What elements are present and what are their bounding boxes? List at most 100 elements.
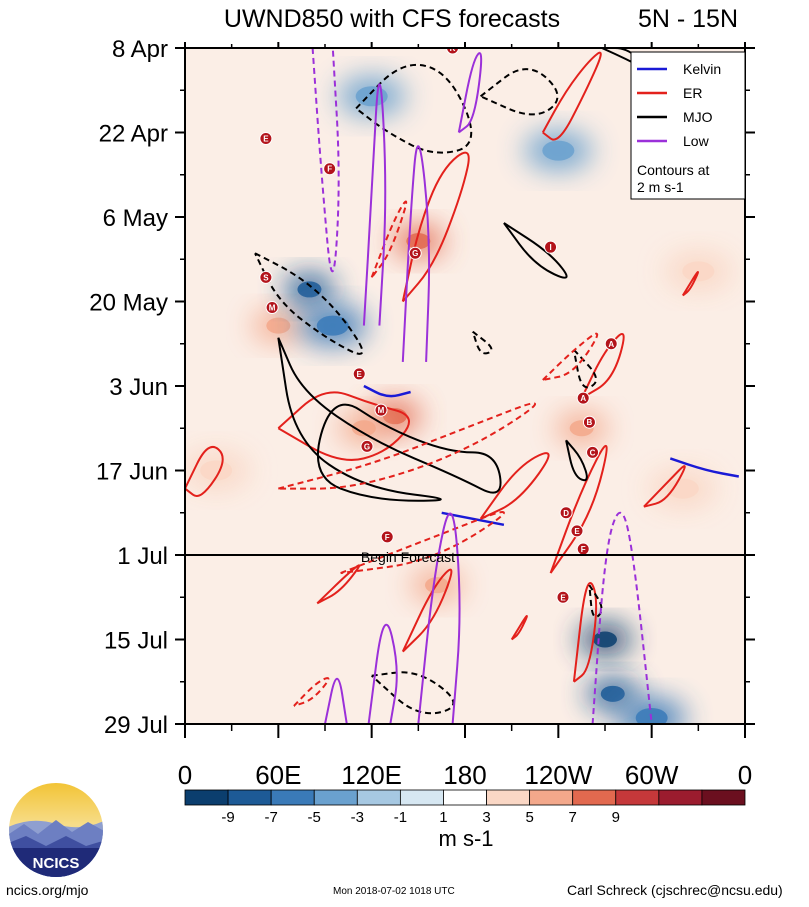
colorbar-swatch bbox=[572, 789, 617, 806]
er-contour bbox=[278, 402, 536, 490]
mjo-contour bbox=[254, 252, 364, 355]
ncics-logo: NCICS bbox=[9, 783, 103, 877]
y-tick-label: 20 May bbox=[89, 290, 168, 317]
low-contour bbox=[401, 145, 431, 362]
colorbar-tick-label: -9 bbox=[221, 809, 234, 826]
colorbar-units: m s-1 bbox=[439, 826, 494, 851]
y-tick-label: 17 Jun bbox=[96, 459, 168, 486]
storm-marker bbox=[556, 590, 570, 604]
anomaly-core bbox=[406, 233, 431, 250]
storm-label: I bbox=[549, 243, 551, 252]
mjo-contour bbox=[277, 337, 502, 502]
legend: Kelvin ER MJO Low Contours at 2 m s-1 bbox=[630, 51, 746, 200]
x-tick-label: 0 bbox=[738, 760, 752, 790]
colorbar-swatch bbox=[615, 789, 660, 806]
low-contour bbox=[324, 677, 348, 724]
low-contour bbox=[362, 83, 387, 326]
legend-label: MJO bbox=[683, 109, 713, 125]
low-contour bbox=[417, 512, 461, 724]
y-axis: 8 Apr 22 Apr 6 May 20 May 3 Jun 17 Jun 1 Jul 15… bbox=[89, 36, 755, 739]
mjo-contour bbox=[503, 222, 568, 279]
er-contour bbox=[572, 582, 598, 683]
storm-label: E bbox=[357, 370, 363, 379]
er-contour bbox=[401, 151, 470, 303]
kelvin-contour bbox=[363, 384, 411, 398]
anomaly-core bbox=[351, 420, 376, 437]
logo-text: NCICS bbox=[33, 855, 80, 872]
er-contour bbox=[580, 333, 625, 399]
storm-marker bbox=[446, 48, 460, 55]
colorbar-swatch bbox=[701, 789, 746, 806]
storm-label: E bbox=[560, 593, 566, 602]
storm-marker bbox=[570, 524, 584, 538]
storm-label: A bbox=[608, 340, 614, 349]
footer-url[interactable]: ncics.org/mjo bbox=[6, 882, 89, 898]
anomaly-core bbox=[600, 685, 625, 702]
low-contour bbox=[591, 511, 653, 724]
storm-marker bbox=[352, 367, 366, 381]
colorbar: -9 -7 -5 -3 -1 1 3 5 7 9 bbox=[184, 789, 746, 826]
storm-label: B bbox=[587, 418, 593, 427]
legend-box bbox=[630, 51, 746, 200]
er-contour bbox=[510, 615, 528, 641]
x-tick-label: 120E bbox=[341, 760, 402, 790]
y-tick-label: 29 Jul bbox=[104, 712, 168, 739]
x-tick-label: 60W bbox=[625, 760, 679, 790]
colorbar-swatch bbox=[356, 789, 401, 806]
storm-marker bbox=[604, 337, 618, 351]
colorbar-tick-label: -1 bbox=[394, 809, 407, 826]
colorbar-tick-label: 1 bbox=[439, 809, 447, 826]
storm-label: G bbox=[412, 249, 418, 258]
y-tick-label: 22 Apr bbox=[99, 121, 168, 148]
anomaly-core bbox=[200, 460, 233, 481]
low-contour bbox=[311, 48, 340, 273]
storm-marker bbox=[323, 162, 337, 176]
colorbar-swatch bbox=[270, 789, 315, 806]
legend-note-line1: Contours at bbox=[637, 162, 709, 178]
storm-label: F bbox=[385, 533, 390, 542]
colorbar-tick-label: -7 bbox=[264, 809, 277, 826]
low-contour bbox=[457, 52, 483, 134]
storm-label: F bbox=[327, 165, 332, 174]
storm-marker bbox=[586, 445, 600, 459]
er-contour bbox=[541, 51, 602, 141]
storm-marker bbox=[259, 132, 273, 146]
colorbar-tick-label: 7 bbox=[569, 809, 577, 826]
footer-timestamp: Mon 2018-07-02 1018 UTC bbox=[333, 886, 455, 897]
colorbar-tick-label: 9 bbox=[612, 809, 620, 826]
er-contour bbox=[277, 391, 410, 461]
storm-marker bbox=[265, 301, 279, 315]
er-contour bbox=[401, 568, 453, 653]
colorbar-tick-label: 5 bbox=[525, 809, 533, 826]
legend-note-line2: 2 m s-1 bbox=[637, 179, 684, 195]
anomaly-core bbox=[593, 631, 617, 648]
storm-marker bbox=[374, 403, 388, 417]
colorbar-tick-label: 3 bbox=[482, 809, 490, 826]
anomaly-core bbox=[266, 317, 291, 334]
storm-label: E bbox=[574, 527, 580, 536]
colorbar-swatch bbox=[399, 789, 444, 806]
storm-marker bbox=[582, 415, 596, 429]
storm-marker bbox=[559, 506, 573, 520]
anomaly-core bbox=[666, 478, 699, 499]
y-tick-label: 8 Apr bbox=[112, 36, 168, 63]
storm-label: E bbox=[263, 135, 269, 144]
er-contour bbox=[185, 445, 224, 497]
storm-marker bbox=[380, 530, 394, 544]
er-contour bbox=[479, 452, 550, 520]
colorbar-swatch bbox=[486, 789, 531, 806]
storm-marker bbox=[360, 439, 374, 453]
storm-label: C bbox=[590, 448, 596, 457]
storm-marker bbox=[259, 270, 273, 284]
er-contour bbox=[681, 271, 699, 297]
storm-label: M bbox=[269, 304, 276, 313]
er-contour bbox=[549, 444, 608, 574]
anomaly-field bbox=[185, 76, 733, 724]
mjo-contour bbox=[572, 349, 597, 389]
chart-subtitle: 5N - 15N bbox=[638, 5, 738, 33]
wave-contours bbox=[185, 48, 740, 724]
storm-label: A bbox=[580, 394, 586, 403]
mjo-contour bbox=[588, 584, 603, 618]
storm-marker bbox=[576, 391, 590, 405]
